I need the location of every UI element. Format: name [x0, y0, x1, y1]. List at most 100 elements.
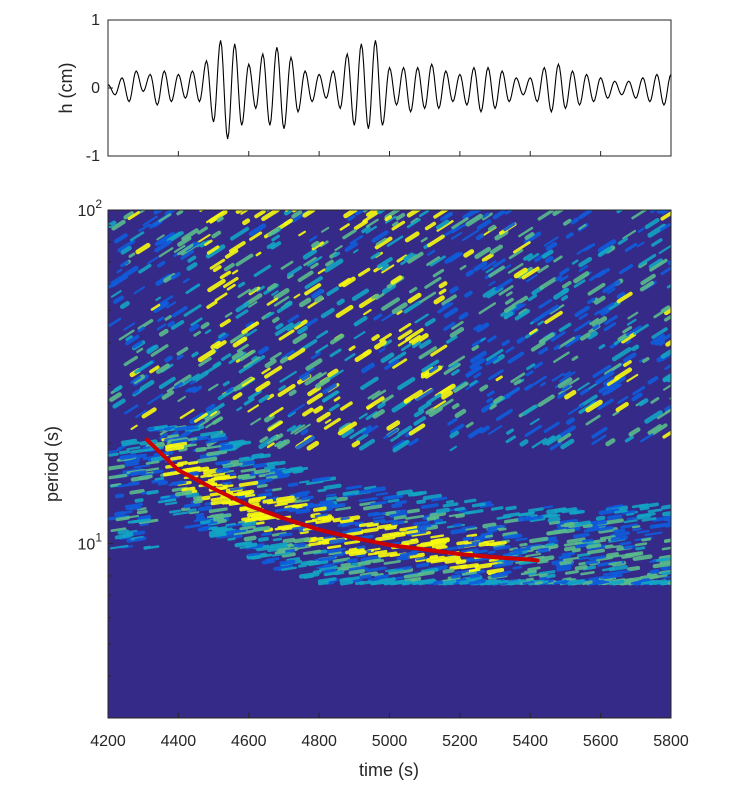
energy-streak — [132, 340, 143, 349]
energy-streak — [431, 496, 448, 502]
energy-streak — [506, 428, 515, 435]
energy-streak — [652, 561, 671, 569]
energy-streak — [524, 231, 542, 245]
energy-streak — [229, 486, 245, 492]
energy-streak — [598, 247, 610, 256]
energy-streak — [461, 229, 479, 242]
energy-streak — [326, 286, 339, 296]
energy-streak — [525, 370, 534, 377]
energy-streak — [183, 502, 201, 509]
energy-streak — [351, 440, 361, 448]
energy-streak — [408, 423, 426, 436]
energy-streak — [204, 410, 221, 422]
energy-streak — [374, 236, 393, 250]
energy-streak — [438, 281, 448, 289]
energy-streak — [170, 439, 189, 446]
energy-streak — [374, 339, 387, 350]
energy-streak — [622, 229, 637, 240]
energy-streak — [488, 369, 504, 381]
energy-streak — [217, 519, 227, 524]
energy-streak — [650, 397, 660, 404]
energy-streak — [538, 298, 553, 309]
energy-streak — [303, 256, 317, 267]
energy-streak — [558, 322, 572, 333]
energy-streak — [381, 297, 400, 311]
energy-streak — [265, 311, 275, 319]
energy-streak — [637, 227, 645, 233]
energy-streak — [664, 404, 671, 412]
energy-streak — [642, 356, 650, 363]
energy-streak — [537, 210, 554, 221]
energy-streak — [393, 515, 407, 520]
energy-streak — [492, 210, 506, 220]
energy-streak — [292, 468, 304, 474]
energy-streak — [407, 552, 425, 559]
energy-streak — [177, 236, 192, 247]
energy-streak — [455, 578, 467, 582]
energy-streak — [224, 248, 239, 259]
energy-streak — [297, 270, 314, 283]
energy-streak — [366, 218, 379, 228]
energy-streak — [487, 524, 506, 530]
energy-streak — [138, 223, 151, 232]
energy-streak — [663, 575, 671, 579]
energy-streak — [318, 539, 332, 545]
energy-streak — [489, 244, 504, 255]
energy-streak — [478, 302, 497, 315]
energy-streak — [320, 307, 335, 319]
energy-streak — [274, 550, 286, 555]
energy-streak — [339, 579, 354, 586]
energy-streak — [145, 471, 155, 475]
energy-streak — [407, 292, 422, 304]
energy-streak — [235, 253, 254, 267]
energy-streak — [628, 427, 641, 437]
energy-streak — [567, 404, 584, 416]
energy-streak — [458, 311, 469, 321]
energy-streak — [205, 403, 216, 412]
energy-streak — [196, 241, 206, 248]
energy-streak — [157, 316, 165, 323]
energy-streak — [432, 580, 444, 586]
energy-streak — [228, 439, 245, 446]
energy-streak — [181, 506, 191, 512]
energy-streak — [404, 397, 412, 404]
energy-streak — [488, 424, 503, 435]
energy-streak — [589, 317, 600, 326]
energy-streak — [451, 217, 469, 230]
energy-streak — [529, 536, 549, 544]
energy-streak — [660, 348, 671, 359]
energy-streak — [139, 523, 150, 527]
energy-streak — [583, 527, 601, 533]
energy-streak — [157, 260, 166, 268]
energy-streak — [207, 437, 217, 441]
energy-streak — [183, 304, 202, 317]
energy-streak — [266, 297, 279, 306]
energy-streak — [624, 435, 634, 443]
energy-streak — [138, 518, 159, 525]
energy-streak — [580, 571, 595, 576]
energy-streak — [357, 267, 371, 277]
energy-streak — [448, 355, 466, 368]
energy-streak — [252, 525, 271, 532]
energy-streak — [388, 570, 400, 575]
energy-streak — [224, 312, 233, 318]
energy-streak — [606, 514, 623, 521]
energy-streak — [359, 580, 372, 585]
energy-streak — [156, 363, 171, 375]
energy-streak — [441, 294, 457, 306]
energy-streak — [261, 532, 272, 537]
energy-streak — [164, 355, 173, 363]
energy-streak — [541, 304, 560, 318]
energy-streak — [542, 505, 554, 509]
energy-streak — [561, 384, 571, 392]
energy-streak — [404, 581, 413, 585]
energy-streak — [564, 570, 579, 575]
energy-streak — [319, 240, 329, 248]
energy-streak — [192, 370, 209, 383]
spectrogram-xtick-label: 4400 — [161, 733, 197, 750]
energy-streak — [141, 446, 151, 450]
energy-streak — [277, 547, 292, 554]
energy-streak — [379, 333, 392, 343]
energy-streak — [541, 249, 554, 259]
energy-streak — [641, 517, 657, 522]
